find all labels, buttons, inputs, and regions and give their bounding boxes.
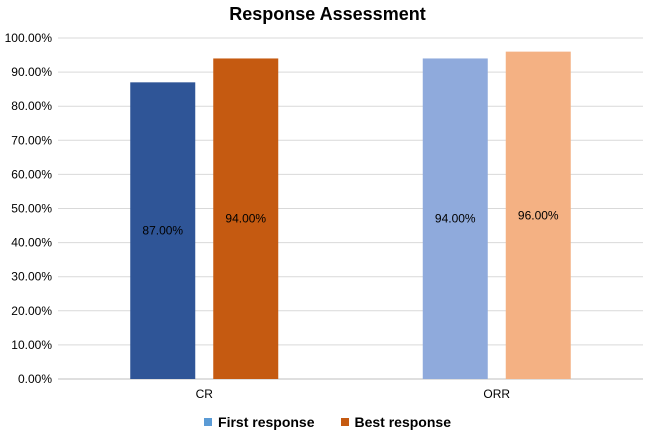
legend-item-first-response: First response	[204, 414, 315, 430]
y-tick-label: 10.00%	[11, 338, 52, 352]
legend-swatch-first-response	[204, 418, 213, 426]
legend-label-first-response: First response	[218, 414, 315, 430]
y-tick-label: 60.00%	[11, 167, 52, 181]
bar-cr-first-response	[130, 82, 196, 379]
x-tick-label: CR	[196, 387, 214, 401]
y-tick-label: 90.00%	[11, 65, 52, 79]
y-tick-label: 100.00%	[5, 31, 53, 45]
y-tick-label: 40.00%	[11, 236, 52, 250]
chart-title: Response Assessment	[229, 4, 426, 24]
y-tick-label: 20.00%	[11, 304, 52, 318]
legend-item-best-response: Best response	[340, 414, 451, 430]
y-tick-label: 50.00%	[11, 202, 52, 216]
y-tick-label: 0.00%	[18, 372, 52, 386]
data-label: 87.00%	[142, 224, 183, 238]
bar-orr-first-response	[422, 58, 488, 380]
y-tick-label: 80.00%	[11, 99, 52, 113]
legend-label-best-response: Best response	[354, 414, 451, 430]
bar-orr-best-response	[505, 51, 571, 379]
data-label: 94.00%	[225, 212, 266, 226]
legend-swatch-best-response	[340, 418, 349, 426]
legend: First response Best response	[0, 414, 655, 430]
data-label: 94.00%	[435, 212, 476, 226]
bar-cr-best-response	[213, 58, 279, 380]
data-label: 96.00%	[518, 208, 559, 222]
y-tick-label: 30.00%	[11, 270, 52, 284]
x-tick-label: ORR	[483, 387, 510, 401]
y-tick-label: 70.00%	[11, 133, 52, 147]
